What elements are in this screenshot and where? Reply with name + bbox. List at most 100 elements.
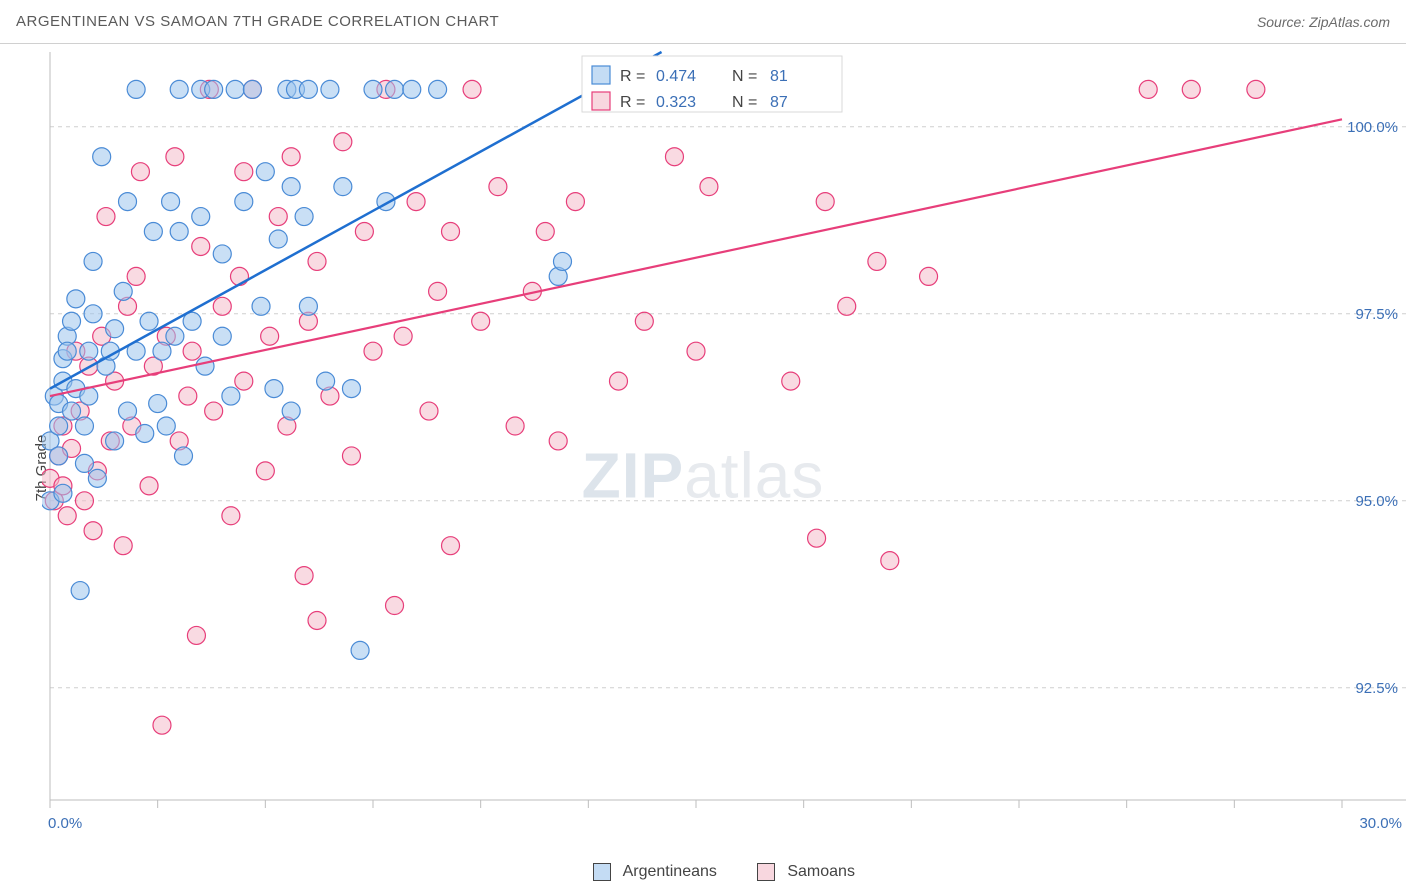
scatter-point	[84, 305, 102, 323]
scatter-point	[93, 148, 111, 166]
y-tick-label: 97.5%	[1355, 306, 1398, 323]
scatter-point	[75, 454, 93, 472]
scatter-point	[700, 178, 718, 196]
scatter-point	[536, 223, 554, 241]
legend-r-value: 0.323	[656, 94, 696, 111]
scatter-point	[321, 80, 339, 98]
scatter-point	[71, 582, 89, 600]
scatter-point	[226, 80, 244, 98]
scatter-point	[187, 626, 205, 644]
x-min-label: 0.0%	[48, 815, 82, 832]
scatter-point	[665, 148, 683, 166]
scatter-point	[196, 357, 214, 375]
scatter-point	[269, 208, 287, 226]
scatter-point	[881, 552, 899, 570]
scatter-point	[106, 320, 124, 338]
scatter-point	[282, 402, 300, 420]
scatter-point	[114, 537, 132, 555]
scatter-point	[175, 447, 193, 465]
scatter-point	[1139, 80, 1157, 98]
legend-label-a: Argentineans	[623, 863, 717, 880]
legend-swatch	[592, 92, 610, 110]
scatter-point	[472, 312, 490, 330]
chart-title: ARGENTINEAN VS SAMOAN 7TH GRADE CORRELAT…	[16, 13, 499, 30]
correlation-chart: 92.5%95.0%97.5%100.0% 0.0%30.0% R =0.474…	[42, 44, 1406, 852]
scatter-point	[342, 447, 360, 465]
scatter-point	[868, 252, 886, 270]
scatter-point	[687, 342, 705, 360]
scatter-point	[351, 641, 369, 659]
scatter-point	[80, 342, 98, 360]
scatter-point	[235, 372, 253, 390]
scatter-point	[442, 223, 460, 241]
scatter-point	[308, 611, 326, 629]
scatter-point	[235, 163, 253, 181]
y-tick-label: 95.0%	[1355, 493, 1398, 510]
scatter-point	[131, 163, 149, 181]
x-max-label: 30.0%	[1359, 815, 1402, 832]
scatter-point	[317, 372, 335, 390]
scatter-point	[782, 372, 800, 390]
scatter-point	[282, 148, 300, 166]
legend-r-label: R =	[620, 68, 645, 85]
scatter-point	[295, 208, 313, 226]
scatter-point	[235, 193, 253, 211]
scatter-point	[127, 267, 145, 285]
scatter-point	[222, 507, 240, 525]
series-legend: Argentineans Samoans	[42, 852, 1406, 892]
scatter-point	[119, 193, 137, 211]
legend-swatch-b	[757, 863, 775, 881]
scatter-point	[816, 193, 834, 211]
scatter-point	[88, 469, 106, 487]
chart-header: ARGENTINEAN VS SAMOAN 7TH GRADE CORRELAT…	[0, 0, 1406, 44]
scatter-point	[153, 342, 171, 360]
scatter-point	[442, 537, 460, 555]
scatter-point	[213, 327, 231, 345]
scatter-point	[192, 237, 210, 255]
scatter-point	[269, 230, 287, 248]
legend-label-b: Samoans	[787, 863, 855, 880]
scatter-point	[119, 402, 137, 420]
scatter-point	[63, 312, 81, 330]
scatter-point	[838, 297, 856, 315]
scatter-point	[394, 327, 412, 345]
scatter-point	[429, 282, 447, 300]
scatter-point	[213, 297, 231, 315]
scatter-point	[58, 507, 76, 525]
scatter-point	[265, 380, 283, 398]
trend-line	[50, 52, 662, 389]
scatter-point	[106, 432, 124, 450]
scatter-point	[1182, 80, 1200, 98]
scatter-point	[334, 133, 352, 151]
legend-n-label: N =	[732, 68, 757, 85]
scatter-point	[50, 417, 68, 435]
scatter-point	[920, 267, 938, 285]
scatter-point	[166, 327, 184, 345]
scatter-point	[299, 80, 317, 98]
legend-item-samoans: Samoans	[757, 863, 855, 881]
scatter-point	[386, 80, 404, 98]
legend-r-label: R =	[620, 94, 645, 111]
scatter-point	[75, 417, 93, 435]
scatter-point	[140, 477, 158, 495]
scatter-point	[140, 312, 158, 330]
scatter-point	[205, 80, 223, 98]
legend-n-value: 87	[770, 94, 788, 111]
scatter-point	[308, 252, 326, 270]
scatter-point	[261, 327, 279, 345]
legend-n-value: 81	[770, 68, 788, 85]
scatter-point	[609, 372, 627, 390]
scatter-point	[179, 387, 197, 405]
scatter-point	[166, 148, 184, 166]
scatter-point	[489, 178, 507, 196]
scatter-point	[230, 267, 248, 285]
scatter-point	[213, 245, 231, 263]
scatter-point	[50, 447, 68, 465]
scatter-point	[192, 208, 210, 226]
y-tick-label: 92.5%	[1355, 680, 1398, 697]
scatter-point	[506, 417, 524, 435]
scatter-point	[1247, 80, 1265, 98]
scatter-point	[54, 484, 72, 502]
scatter-point	[153, 716, 171, 734]
scatter-point	[84, 252, 102, 270]
